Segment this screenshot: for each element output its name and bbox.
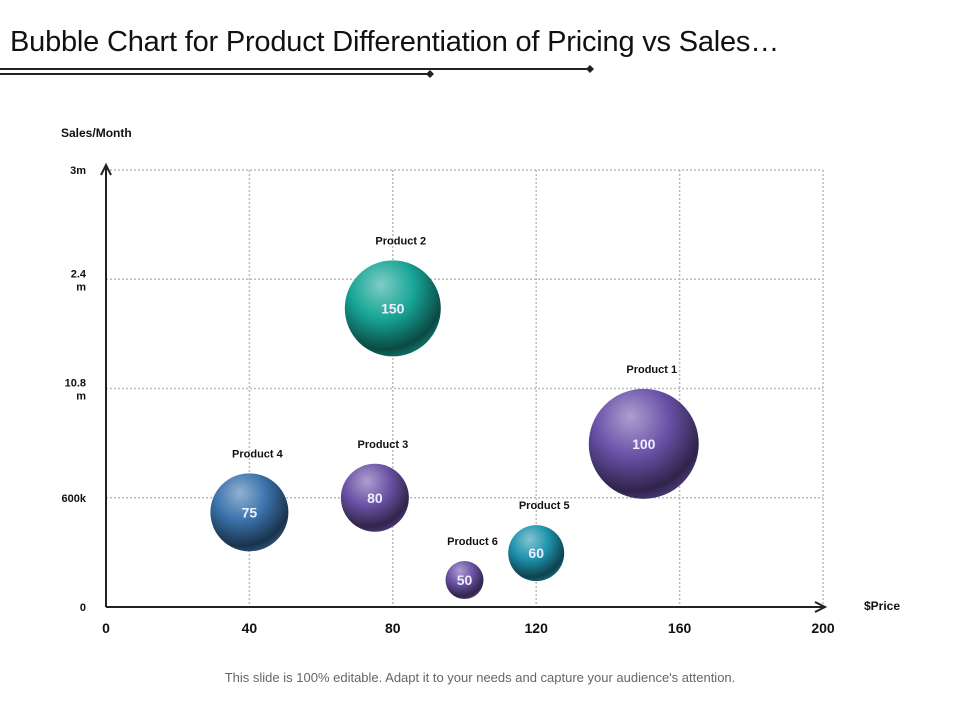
bubble-size-label: 100 — [632, 436, 656, 452]
bubble-mark — [340, 463, 409, 532]
underline-long-diamond — [586, 65, 594, 73]
bubble-size-label: 75 — [242, 504, 258, 520]
bubble-chart: 0 40 80 120 160 200 0 600k 10.8 m 2.4 m 3m 100 Produc… — [61, 126, 900, 636]
bubble-size-label: 150 — [381, 300, 405, 316]
footer-note: This slide is 100% editable. Adapt it to… — [224, 670, 736, 685]
bubble-name-label: Product 4 — [232, 448, 284, 460]
bubble-mark — [210, 473, 289, 552]
y-tick-label: 0 — [80, 602, 86, 614]
x-tick-label: 80 — [385, 620, 401, 636]
bubble-mark — [344, 260, 441, 357]
bubble-name-label: Product 5 — [519, 500, 570, 512]
tick-labels: 0 40 80 120 160 200 0 600k 10.8 m 2.4 m 3m — [62, 165, 835, 636]
axes — [100, 162, 828, 613]
underline-short-diamond — [426, 70, 434, 78]
y-tick-label: 10.8 m — [65, 378, 87, 403]
x-tick-label: 120 — [525, 620, 549, 636]
bubble-product-4: 75 Product 4 — [210, 448, 289, 552]
y-axis-label: Sales/Month — [61, 126, 132, 140]
bubble-name-label: Product 1 — [626, 364, 677, 376]
bubble-size-label: 60 — [528, 545, 544, 561]
bubble-mark — [588, 388, 699, 499]
x-axis-arrow — [814, 601, 828, 613]
title-underline — [0, 65, 594, 78]
bubble-product-6: 50 Product 6 — [445, 536, 498, 600]
x-tick-label: 200 — [811, 620, 835, 636]
bubble-size-label: 50 — [457, 572, 473, 588]
bubble-mark — [445, 561, 484, 600]
bubble-product-5: 60 Product 5 — [508, 500, 570, 582]
y-axis-arrow — [100, 162, 112, 176]
bubble-name-label: Product 3 — [358, 439, 409, 451]
x-tick-label: 40 — [242, 620, 258, 636]
y-tick-label: 3m — [70, 165, 86, 177]
x-tick-label: 0 — [102, 620, 110, 636]
bubble-name-label: Product 6 — [447, 536, 498, 548]
bubble-name-label: Product 2 — [375, 235, 426, 247]
y-tick-label: 2.4 m — [71, 268, 87, 293]
x-tick-label: 160 — [668, 620, 692, 636]
bubble-product-1: 100 Product 1 — [588, 364, 699, 499]
bubble-mark — [508, 525, 565, 582]
bubble-size-label: 80 — [367, 490, 383, 506]
bubble-product-3: 80 Product 3 — [340, 439, 409, 532]
x-axis-label: $Price — [864, 599, 900, 613]
slide-title: Bubble Chart for Product Differentiation… — [10, 26, 780, 58]
y-tick-label: 600k — [62, 493, 87, 505]
bubble-product-2: 150 Product 2 — [344, 235, 441, 357]
bubbles: 100 Product 1 150 Product 2 80 Product 3 75 Pro… — [210, 235, 699, 600]
